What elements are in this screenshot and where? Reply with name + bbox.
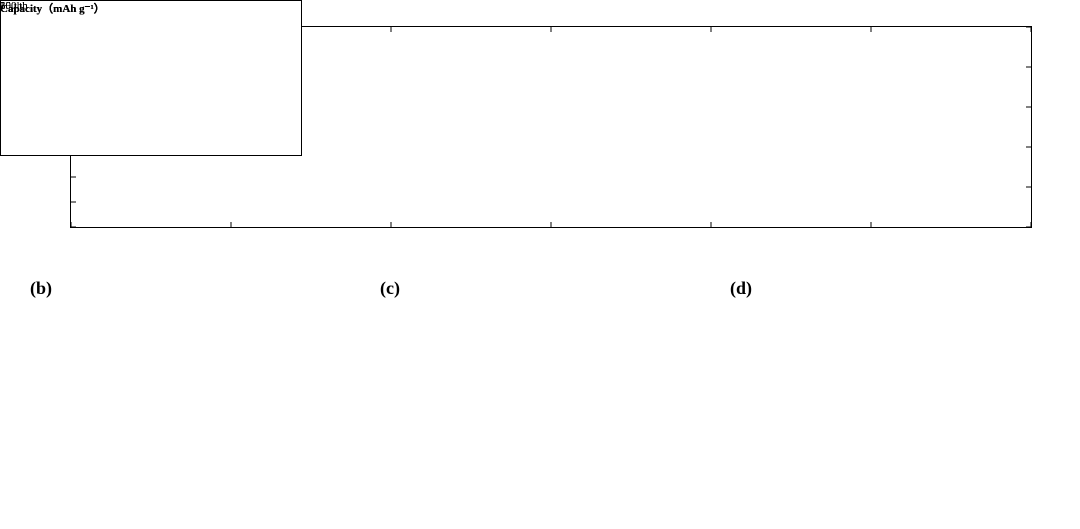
panel-d-plot-area xyxy=(0,0,302,156)
panel-label-d: (d) xyxy=(730,278,752,299)
panel-d-cycle-label: 300 th xyxy=(0,0,28,12)
panel-label-c: (c) xyxy=(380,278,400,299)
panel-label-b: (b) xyxy=(30,278,52,299)
panel-d-svg xyxy=(1,1,301,151)
